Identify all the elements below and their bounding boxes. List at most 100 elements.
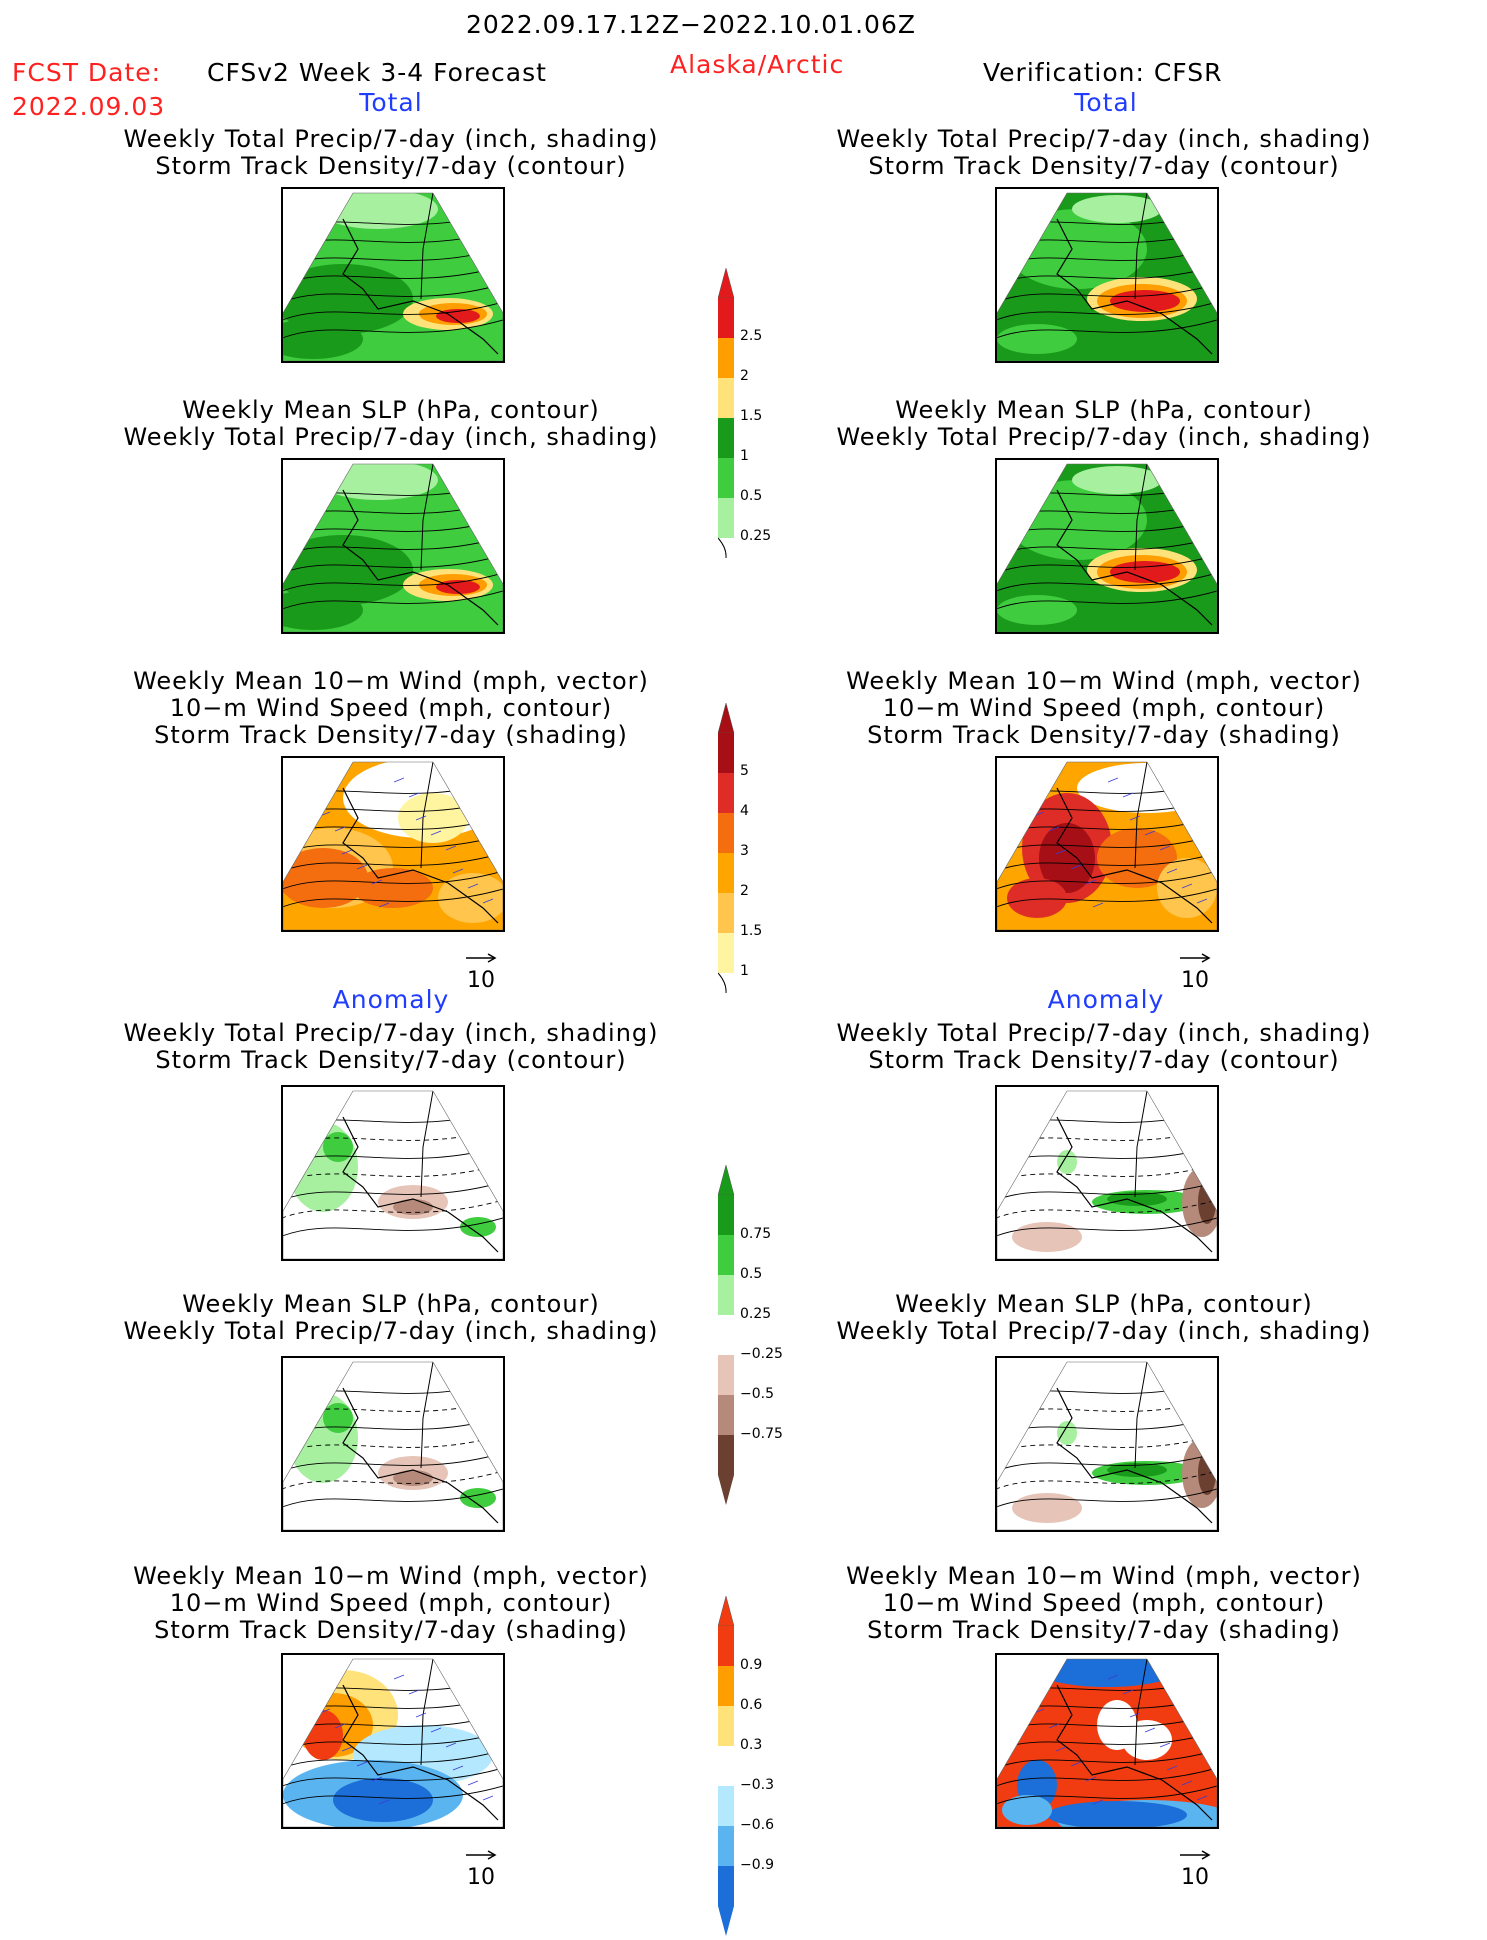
map-contour — [997, 587, 1217, 614]
map-coastline — [1056, 1684, 1213, 1821]
left-anomaly-label: Anomaly — [332, 985, 450, 1014]
map-contour — [283, 280, 503, 307]
map-wind-vector — [1144, 1727, 1156, 1733]
map-wind-vector — [378, 902, 390, 908]
map-coastline — [342, 489, 499, 626]
map-wind-vector — [1011, 1670, 1023, 1676]
alaska-map-icon — [997, 1658, 1217, 1827]
map-wind-vector — [452, 868, 464, 874]
title-l1: Weekly Total Precip/7-day (inch, shading… — [123, 125, 659, 180]
alaska-map-icon — [997, 192, 1217, 361]
colorbar-tick-label: 1 — [740, 448, 749, 464]
colorbar-segment — [718, 1435, 734, 1475]
map-shading-blob — [1110, 561, 1180, 583]
map-r3 — [995, 756, 1219, 932]
colorbar-track-total: 5 4 3 2 1.5 1 — [717, 702, 762, 997]
map-shading-blob — [1072, 195, 1162, 223]
map-wind-vector — [371, 879, 383, 885]
map-wind-vector — [1159, 1742, 1171, 1748]
map-wind-vector — [1055, 1746, 1067, 1752]
map-contour — [997, 1485, 1217, 1512]
colorbar-segment — [718, 1395, 734, 1435]
title-r3: Weekly Mean 10−m Wind (mph, vector) 10−m … — [846, 667, 1362, 749]
map-r2 — [995, 458, 1219, 634]
map-wind-vector — [408, 792, 420, 798]
vector-scale-l6: 10 — [464, 1847, 498, 1890]
colorbar-segment — [718, 853, 734, 893]
colorbar-segment — [718, 1355, 734, 1395]
map-wind-vector — [378, 1799, 390, 1805]
map-shading-blob — [438, 873, 503, 923]
colorbar-tick-label: 2 — [740, 368, 749, 384]
map-wind-vector — [1122, 1689, 1134, 1695]
map-contour — [997, 1764, 1217, 1791]
colorbar-segment — [718, 378, 734, 418]
map-wind-vector — [393, 1674, 405, 1680]
colorbar-tick-label: 0.6 — [740, 1697, 763, 1713]
map-wind-vector — [430, 1727, 442, 1733]
map-wind-vector — [1129, 815, 1141, 821]
colorbar-tick-label: 1 — [740, 963, 749, 979]
map-contour — [997, 1449, 1217, 1476]
title-r5: Weekly Mean SLP (hPa, contour) Weekly Tot… — [836, 1290, 1372, 1345]
colorbar-segment — [718, 1315, 734, 1355]
colorbar-segment — [718, 1746, 734, 1786]
map-wind-vector — [334, 1723, 346, 1729]
map-shading-blob — [1110, 290, 1180, 312]
colorbar-tick-label: 2 — [740, 883, 749, 899]
map-contour — [283, 1782, 503, 1809]
verification-title: Verification: CFSR — [983, 58, 1223, 87]
colorbar-tick-label: 1.5 — [740, 408, 763, 424]
map-contour — [283, 1160, 503, 1187]
map-wind-vector — [341, 849, 353, 855]
map-outline — [283, 1090, 503, 1259]
map-wind-vector — [334, 826, 346, 832]
map-outline — [997, 1090, 1217, 1259]
map-contour — [283, 1746, 503, 1773]
map-contour — [283, 1467, 503, 1494]
map-wind-vector — [1092, 1799, 1104, 1805]
map-shading-blob — [283, 535, 413, 605]
alaska-map-icon — [997, 1361, 1217, 1530]
map-shading-blob — [398, 793, 468, 843]
colorbar-tick-label: 0.5 — [740, 1266, 763, 1282]
map-shading-blob — [323, 1132, 353, 1162]
colorbar-tick-label: −0.5 — [740, 1386, 774, 1402]
map-contour — [997, 298, 1217, 325]
colorbar-svg — [717, 1595, 735, 1936]
alaska-map-icon — [283, 192, 503, 361]
map-shading-blob — [1012, 1493, 1082, 1523]
map-wind-vector — [1166, 1765, 1178, 1771]
map-wind-vector — [1181, 883, 1193, 889]
map-wind-vector — [1159, 845, 1171, 851]
map-border — [420, 1362, 434, 1469]
colorbar-top-arrow — [717, 702, 735, 734]
map-outline — [997, 1361, 1217, 1530]
map-wind-vector — [1196, 1795, 1208, 1801]
map-wind-vector — [1107, 1674, 1119, 1680]
left-total-label: Total — [359, 88, 423, 117]
colorbar-tick-label: 0.3 — [740, 1737, 763, 1753]
map-shading-blob — [1122, 1720, 1172, 1760]
map-wind-vector — [408, 1689, 420, 1695]
map-contour — [283, 885, 503, 912]
map-wind-vector — [371, 1776, 383, 1782]
map-r1 — [995, 187, 1219, 363]
colorbar-segment — [718, 1275, 734, 1315]
map-wind-vector — [297, 773, 309, 779]
map-shading-blob — [1007, 878, 1067, 918]
title-l6: Weekly Mean 10−m Wind (mph, vector) 10−m … — [133, 1562, 649, 1644]
colorbar-tick-label: −0.3 — [740, 1777, 774, 1793]
map-contour — [997, 280, 1217, 307]
map-shading-blob — [1072, 466, 1162, 494]
map-coastline — [1056, 1116, 1213, 1253]
map-shading-blob — [1057, 1150, 1077, 1174]
region-title: Alaska/Arctic — [670, 50, 845, 79]
map-contour — [283, 316, 503, 343]
colorbar-segment — [718, 1235, 734, 1275]
map-contour — [997, 849, 1217, 876]
map-border — [420, 762, 434, 869]
colorbar-segment — [718, 298, 734, 338]
map-wind-vector — [1018, 796, 1030, 802]
map-shading-blob — [997, 595, 1077, 625]
